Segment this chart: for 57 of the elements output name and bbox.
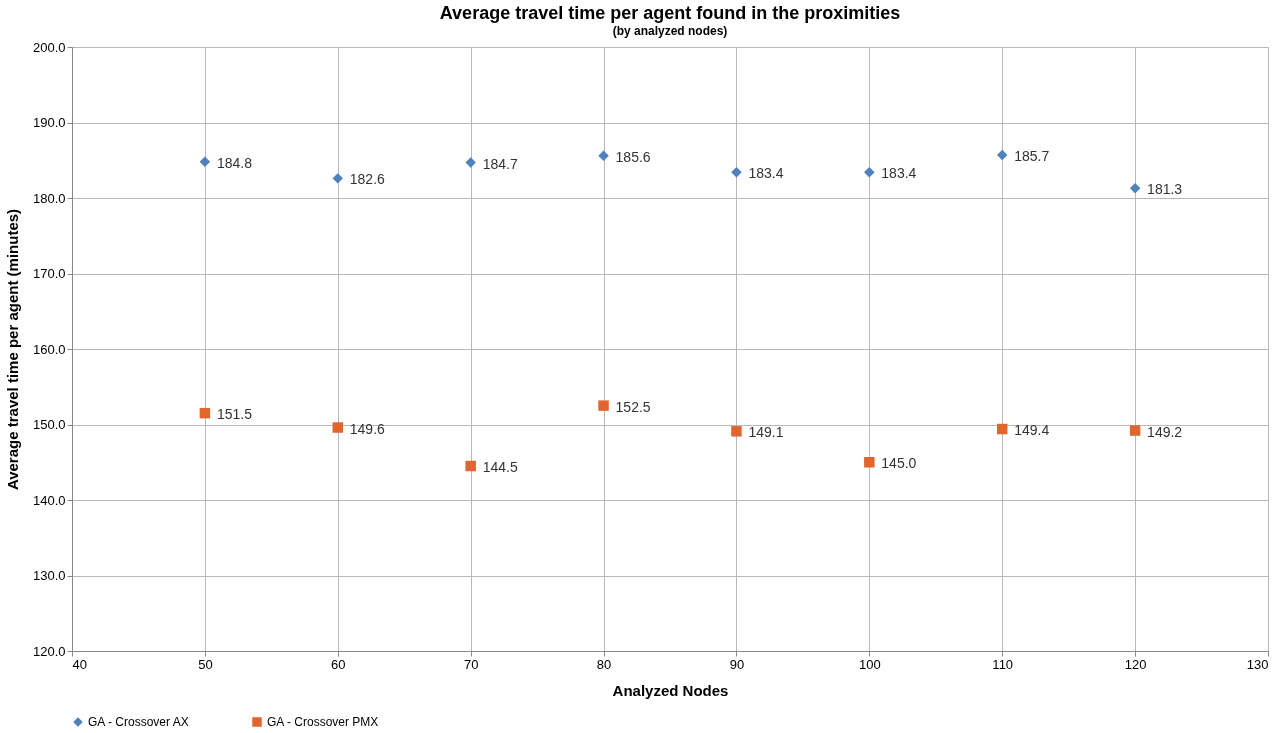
chart-subtitle: (by analyzed nodes) <box>612 24 728 38</box>
y-tick-label: 150.0 <box>32 417 66 432</box>
data-label: 151.5 <box>216 406 253 423</box>
point <box>864 167 875 178</box>
chart-title: Average travel time per agent found in the proximities <box>439 3 901 23</box>
x-tick-label: 70 <box>463 656 479 672</box>
point <box>731 426 742 437</box>
point <box>199 156 211 167</box>
point <box>598 150 609 161</box>
y-axis-title: Average travel time per agent (minutes) <box>3 208 21 491</box>
point <box>1129 425 1141 436</box>
point <box>996 423 1008 435</box>
y-tick-label: 130.0 <box>32 568 66 583</box>
point <box>1129 182 1141 194</box>
point <box>465 157 476 168</box>
data-label: 149.6 <box>349 420 386 437</box>
data-label: 152.5 <box>615 398 651 415</box>
point <box>332 422 344 433</box>
x-tick-label: 130 <box>1246 656 1269 672</box>
data-label: 145.0 <box>881 455 917 472</box>
x-tick-label: 50 <box>198 656 213 672</box>
data-label: 182.6 <box>349 171 386 188</box>
point <box>996 149 1008 161</box>
point <box>465 460 476 472</box>
data-label: 149.2 <box>1147 423 1183 440</box>
x-tick-label: 120 <box>1124 656 1147 672</box>
point <box>731 167 742 178</box>
point <box>864 457 875 468</box>
data-label: 149.4 <box>1014 422 1050 439</box>
y-tick-label: 160.0 <box>32 341 66 357</box>
x-tick-label: 80 <box>596 656 612 672</box>
point <box>598 400 609 411</box>
y-tick-label: 200.0 <box>32 39 66 55</box>
x-tick-label: 100 <box>858 656 881 672</box>
data-label: 183.4 <box>881 165 917 182</box>
x-axis-title: Analyzed Nodes <box>612 681 729 699</box>
x-tick-label: 90 <box>729 656 745 672</box>
data-label: 144.5 <box>482 459 518 476</box>
y-tick-label: 190.0 <box>32 115 66 130</box>
y-tick-label: 140.0 <box>32 492 66 508</box>
x-tick-label: 40 <box>72 656 87 672</box>
point <box>199 407 211 419</box>
data-label: 184.7 <box>482 155 518 172</box>
point <box>332 173 344 184</box>
legend-label: GA - Crossover PMX <box>267 715 379 729</box>
legend-label: GA - Crossover AX <box>88 715 189 729</box>
y-tick-label: 120.0 <box>32 643 66 659</box>
data-label: 185.7 <box>1014 147 1050 164</box>
x-tick-label: 110 <box>992 656 1014 672</box>
y-tick-label: 180.0 <box>32 190 66 206</box>
data-label: 184.8 <box>216 154 253 171</box>
y-tick-label: 170.0 <box>32 266 66 281</box>
data-label: 181.3 <box>1147 181 1183 198</box>
data-label: 185.6 <box>615 148 651 165</box>
data-label: 183.4 <box>748 165 784 182</box>
x-tick-label: 60 <box>331 656 346 672</box>
data-label: 149.1 <box>748 424 784 441</box>
